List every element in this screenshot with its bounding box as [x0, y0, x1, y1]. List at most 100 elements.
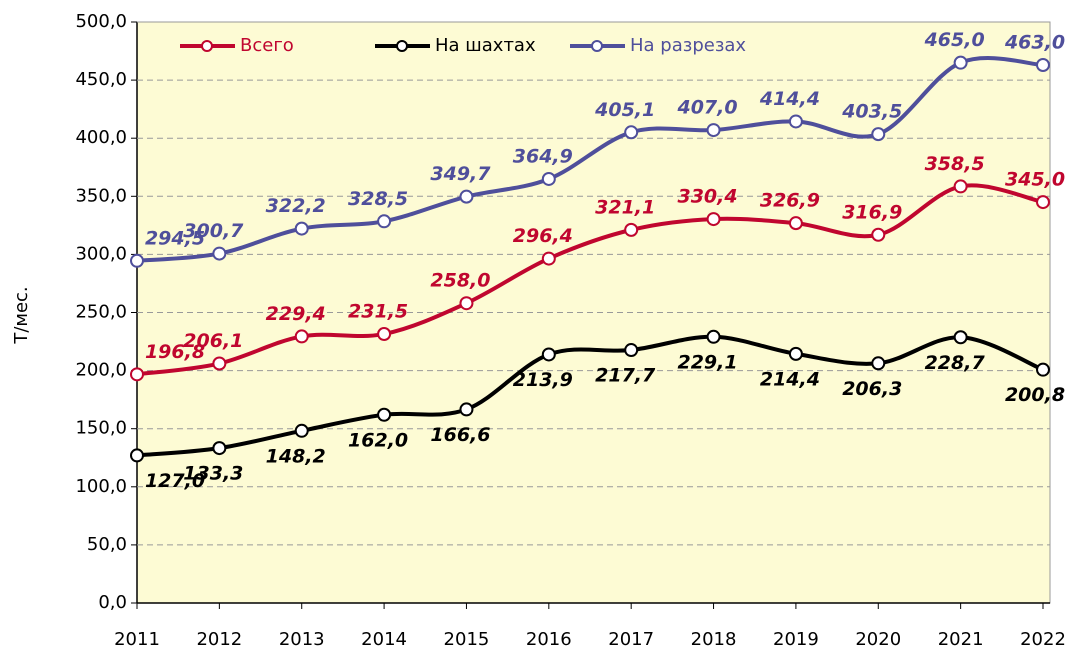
data-label: 196,8 — [145, 341, 205, 363]
data-label: 294,5 — [145, 227, 205, 249]
data-label: 321,1 — [595, 196, 655, 218]
data-label: 133,3 — [183, 463, 243, 485]
data-label: 407,0 — [676, 97, 737, 119]
legend-label: На шахтах — [435, 35, 536, 56]
y-tick-label: 450,0 — [75, 69, 127, 90]
data-label: 217,7 — [595, 365, 656, 387]
data-label: 403,5 — [841, 101, 902, 123]
legend-label: На разрезах — [630, 35, 746, 56]
point — [459, 402, 474, 417]
data-label: 322,2 — [266, 195, 326, 217]
data-label: 162,0 — [348, 429, 408, 451]
point — [130, 253, 144, 268]
y-tick-label: 400,0 — [75, 127, 127, 148]
point — [624, 343, 639, 358]
point — [541, 347, 556, 362]
data-label: 345,0 — [1005, 169, 1065, 191]
data-label: 326,9 — [760, 190, 820, 212]
data-label: 463,0 — [1004, 31, 1065, 53]
data-label: 405,1 — [594, 99, 655, 121]
point — [1036, 362, 1050, 377]
data-label: 127,0 — [145, 470, 205, 492]
data-label: 465,0 — [924, 29, 985, 51]
x-tick-label: 2016 — [526, 629, 572, 650]
data-label: 258,0 — [430, 270, 490, 292]
y-tick-label: 150,0 — [75, 418, 127, 439]
data-label: 300,7 — [183, 220, 244, 242]
legend-marker — [591, 40, 603, 52]
point — [788, 114, 803, 129]
x-tick-label: 2014 — [361, 629, 407, 650]
data-label: 206,3 — [842, 378, 902, 400]
point — [788, 346, 803, 361]
data-label: 229,1 — [677, 351, 737, 373]
point — [953, 55, 968, 70]
y-tick-label: 100,0 — [75, 476, 127, 497]
point — [212, 246, 227, 261]
y-tick-label: 200,0 — [75, 360, 127, 381]
data-label: 364,9 — [513, 145, 573, 167]
point — [459, 296, 474, 311]
data-label: 166,6 — [430, 424, 490, 446]
series-line — [136, 56, 1044, 263]
x-tick-label: 2015 — [444, 629, 490, 650]
point — [953, 179, 968, 194]
point — [871, 356, 886, 371]
point — [377, 214, 392, 229]
data-label: 316,9 — [842, 201, 902, 223]
point — [871, 227, 886, 242]
data-label: 358,5 — [925, 153, 985, 175]
point — [706, 329, 721, 344]
point — [212, 356, 227, 371]
y-tick-label: 50,0 — [87, 534, 127, 555]
y-tick-label: 350,0 — [75, 185, 127, 206]
x-tick-label: 2019 — [773, 629, 819, 650]
x-tick-label: 2013 — [279, 629, 325, 650]
legend-marker — [201, 40, 213, 52]
data-label: 229,4 — [266, 303, 326, 325]
x-tick-label: 2018 — [691, 629, 737, 650]
y-tick-label: 500,0 — [75, 11, 127, 32]
point — [624, 222, 639, 237]
point — [377, 326, 392, 341]
x-tick-label: 2012 — [196, 629, 242, 650]
data-label: 328,5 — [348, 188, 408, 210]
point — [788, 216, 803, 231]
point — [624, 125, 639, 140]
point — [377, 407, 392, 422]
point — [871, 127, 886, 142]
series-line — [136, 183, 1044, 377]
data-label: 200,8 — [1005, 384, 1065, 406]
point — [212, 441, 227, 456]
data-label: 349,7 — [430, 163, 491, 185]
point — [1036, 195, 1050, 210]
x-tick-label: 2022 — [1020, 629, 1066, 650]
legend-label: Всего — [240, 35, 294, 56]
y-tick-label: 0,0 — [98, 592, 127, 613]
point — [541, 251, 556, 266]
point — [294, 329, 309, 344]
x-tick-label: 2021 — [938, 629, 984, 650]
point — [294, 221, 309, 236]
x-tick-label: 2011 — [114, 629, 160, 650]
data-label: 414,4 — [759, 88, 820, 110]
data-label: 296,4 — [513, 225, 573, 247]
data-label: 213,9 — [513, 369, 573, 391]
data-label: 330,4 — [677, 186, 737, 208]
data-label: 148,2 — [266, 445, 326, 467]
point — [459, 189, 474, 204]
data-label: 231,5 — [348, 300, 408, 322]
point — [953, 330, 968, 345]
point — [130, 448, 144, 463]
point — [294, 423, 309, 438]
y-tick-label: 250,0 — [75, 302, 127, 323]
x-tick-label: 2020 — [855, 629, 901, 650]
y-axis-label: Т/мес. — [11, 286, 32, 344]
data-label: 228,7 — [925, 352, 986, 374]
point — [706, 212, 721, 227]
x-tick-label: 2017 — [608, 629, 654, 650]
data-label: 214,4 — [760, 368, 820, 390]
point — [541, 171, 556, 186]
point — [706, 123, 721, 138]
